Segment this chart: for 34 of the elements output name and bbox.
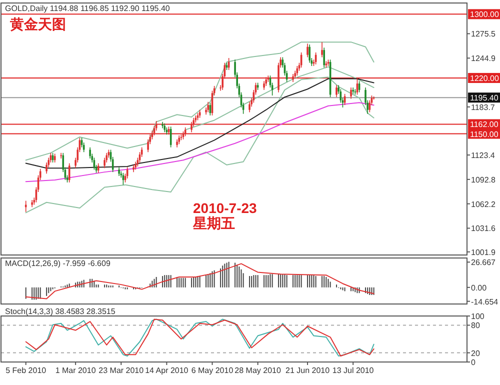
x-tick-label: 13 Jul 2010 [332,366,374,375]
y-tick-label: 1062.2 [471,200,496,209]
y-tick-label: 0 [471,358,476,367]
x-tick-label: 21 Jun 2010 [286,366,330,375]
chart-title: Stoch(14,3,3) 38.4583 28.3515 [5,307,116,316]
ref-line-label: 1220.00 [470,74,500,83]
y-tick-label: 1244.9 [471,54,496,64]
annotation: 2010-7-23 [193,200,258,216]
chart-title: MACD(12,26,9) -7.959 -6.609 [5,259,111,268]
chart-title: GOLD,Daily 1194.88 1196.85 1192.90 1195.40 [5,4,170,13]
ref-line-label: 1300.00 [470,10,500,20]
ref-line-label: 1162.00 [470,120,499,130]
y-tick-label: 1092.8 [471,175,496,184]
annotation: 星期五 [192,215,235,231]
y-tick-label: -14.654 [471,297,499,306]
y-tick-label: 0.00 [471,283,488,292]
y-tick-label: 1275.5 [471,30,496,39]
ref-line-label: 1150.00 [470,130,499,139]
y-tick-label: 1183.7 [471,102,496,112]
annotation: 黄金天图 [9,16,66,32]
x-tick-label: 5 Feb 2010 [6,366,47,375]
y-tick-label: 26.667 [471,258,496,268]
x-tick-label: 14 Apr 2010 [145,366,189,375]
y-tick-label: 1001.9 [471,248,496,257]
y-tick-label: 100 [471,312,485,321]
y-tick-label: 20 [471,348,480,358]
y-tick-label: 1031.6 [471,224,496,234]
x-tick-label: 6 May 2010 [191,366,234,375]
y-tick-label: 80 [471,321,480,330]
ref-line-label: 1195.40 [470,94,499,103]
x-tick-label: 28 May 2010 [234,366,282,375]
x-tick-label: 1 Mar 2010 [55,366,96,375]
x-tick-label: 23 Mar 2010 [98,366,144,375]
y-tick-label: 1123.4 [471,150,496,160]
